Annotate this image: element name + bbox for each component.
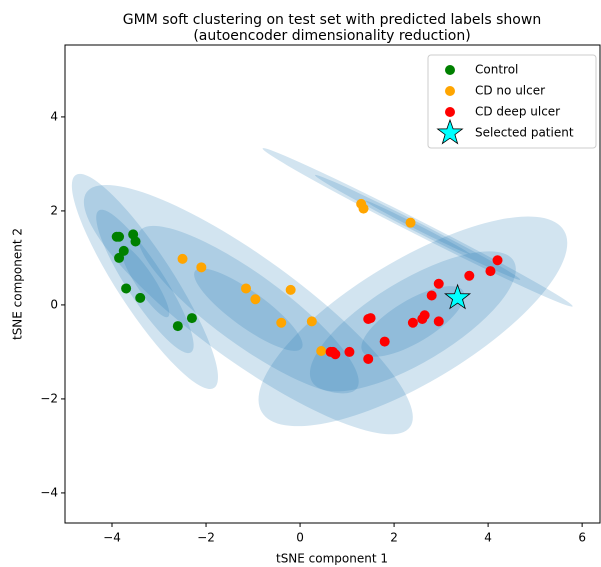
point xyxy=(121,283,132,294)
x-tick-label: 2 xyxy=(390,531,398,545)
star-marker xyxy=(436,118,464,145)
gmm-ellipse xyxy=(96,209,194,354)
point xyxy=(276,317,287,328)
point xyxy=(114,231,125,242)
plot xyxy=(71,148,573,435)
gmm-ellipse xyxy=(365,200,470,255)
gmm-ellipse xyxy=(314,174,521,280)
gmm-ellipse xyxy=(120,245,170,318)
point xyxy=(250,294,261,305)
star-marker xyxy=(444,283,472,310)
gmm-ellipse xyxy=(194,268,303,351)
point xyxy=(485,266,496,277)
point xyxy=(344,346,355,357)
legend-box xyxy=(427,54,597,149)
point xyxy=(114,252,125,263)
point xyxy=(358,203,369,214)
point xyxy=(407,317,418,328)
point xyxy=(196,262,207,273)
point xyxy=(405,217,416,228)
point xyxy=(419,310,430,321)
legend: Control CD no ulcer CD deep ulcer Selected … xyxy=(427,54,597,149)
legend-label: Control xyxy=(475,63,518,77)
x-tick-label: 6 xyxy=(578,531,586,545)
y-tick-label: −2 xyxy=(40,391,58,405)
point xyxy=(445,86,455,96)
y-tick-label: 2 xyxy=(50,203,58,217)
point xyxy=(464,270,475,281)
y-tick-label: −4 xyxy=(40,485,58,499)
point xyxy=(433,316,444,327)
point xyxy=(130,236,141,247)
chart-title: GMM soft clustering on test set with pre… xyxy=(123,12,541,28)
point xyxy=(363,353,374,364)
point xyxy=(379,336,390,347)
x-axis-label: tSNE component 1 xyxy=(276,552,388,566)
plot-frame xyxy=(64,44,601,524)
point xyxy=(240,283,251,294)
point xyxy=(118,245,129,256)
y-tick-label: 0 xyxy=(50,297,58,311)
point xyxy=(445,65,455,75)
x-tick-label: −4 xyxy=(103,531,121,545)
point xyxy=(492,255,503,266)
legend-label: Selected patient xyxy=(475,126,574,140)
point xyxy=(327,346,338,357)
point xyxy=(363,314,374,325)
x-tick-label: 4 xyxy=(484,531,492,545)
point xyxy=(285,284,296,295)
point xyxy=(433,278,444,289)
gmm-ellipse xyxy=(137,225,359,394)
point xyxy=(177,253,188,264)
gmm-ellipse xyxy=(262,148,573,307)
chart-subtitle: (autoencoder dimensionality reduction) xyxy=(193,28,470,44)
point xyxy=(172,321,183,332)
x-tick-label: −2 xyxy=(197,531,215,545)
point xyxy=(306,316,317,327)
legend-label: CD deep ulcer xyxy=(475,105,560,119)
point xyxy=(426,290,437,301)
y-axis-label: tSNE component 2 xyxy=(11,228,25,340)
legend-label: CD no ulcer xyxy=(475,84,545,98)
gmm-ellipse xyxy=(71,173,218,389)
point xyxy=(186,313,197,324)
y-tick-label: 4 xyxy=(50,109,58,123)
point xyxy=(445,107,455,117)
gmm-ellipse xyxy=(83,184,413,435)
point xyxy=(135,292,146,303)
x-tick-label: 0 xyxy=(296,531,304,545)
point xyxy=(316,345,327,356)
